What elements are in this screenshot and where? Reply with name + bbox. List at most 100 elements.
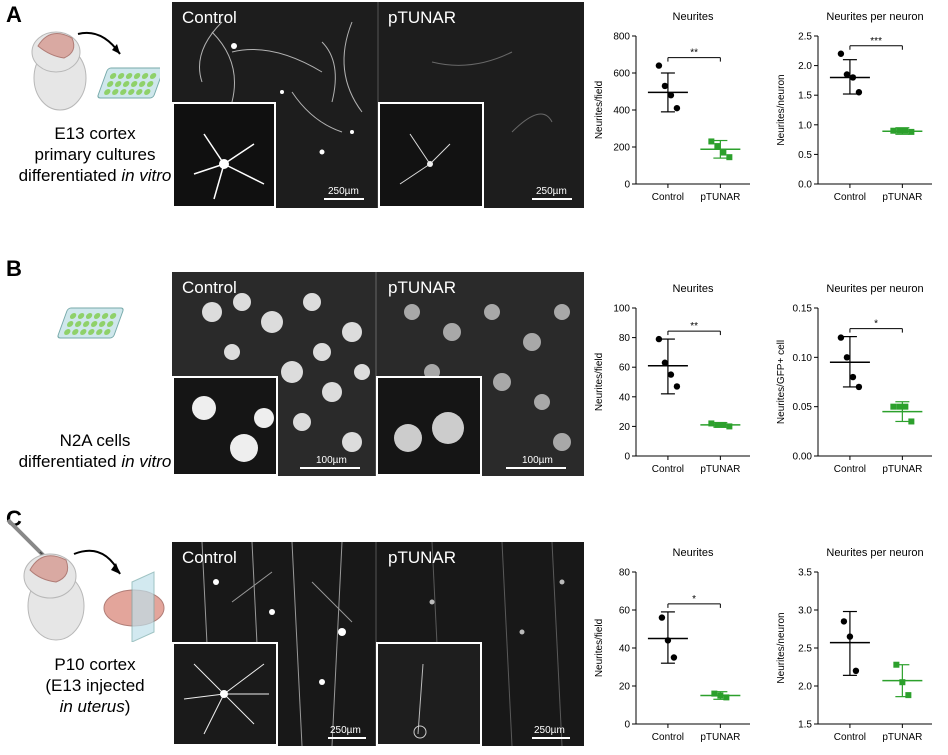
chart-title: Neurites [673, 11, 714, 23]
y-tick-label: 60 [619, 606, 631, 617]
data-point [670, 654, 678, 661]
y-tick-label: 80 [619, 333, 631, 344]
caption-b-line2: differentiated in vitro [0, 451, 190, 472]
y-tick-label: 0.5 [798, 150, 812, 161]
chart-svg: Neurites per neuron Neurites/neuron 1.5 2.0… [776, 547, 932, 743]
caption-b-text: differentiated [18, 452, 117, 471]
chart-title: Neurites per neuron [826, 547, 923, 559]
data-point [655, 335, 663, 343]
micro-c-scalebar-left-label: 250µm [330, 725, 361, 736]
y-tick-label: 40 [619, 392, 631, 403]
data-point [908, 418, 915, 425]
y-tick-label: 3.0 [798, 606, 812, 617]
x-tick-label: pTUNAR [700, 732, 740, 743]
micro-b-scalebar-left [300, 467, 360, 469]
caption-c-line1: P10 cortex [54, 655, 136, 674]
y-axis-label: Neurites/field [594, 353, 605, 411]
x-tick-label: pTUNAR [882, 464, 922, 475]
micro-b-scalebar-right [506, 467, 566, 469]
data-point [902, 403, 909, 410]
panel-letter-a: A [6, 2, 22, 27]
data-point [849, 373, 857, 381]
data-point [837, 50, 845, 57]
chart-a-neurites: Neurites Neurites/field 0 200 400 600 800 Contr… [592, 4, 762, 210]
y-tick-label: 200 [613, 143, 630, 154]
x-tick-label: Control [834, 464, 866, 475]
data-point [843, 71, 851, 78]
x-tick-label: Control [652, 192, 684, 203]
data-point [902, 127, 909, 134]
data-point [661, 82, 669, 90]
data-point [855, 383, 863, 391]
y-tick-label: 60 [619, 363, 631, 374]
y-tick-label: 0.05 [793, 402, 813, 413]
x-tick-label: pTUNAR [882, 192, 922, 203]
micro-b-control-label: Control [182, 278, 237, 297]
chart-b-neurites: Neurites Neurites/field 0 20 40 60 80 100 Contro… [592, 276, 762, 482]
panel-letter-b: B [6, 256, 22, 281]
caption-c-italic: in uterus [59, 697, 125, 716]
y-axis-label: Neurites/neuron [776, 74, 787, 145]
data-point [664, 637, 672, 644]
caption-a: E13 cortex primary cultures differentiat… [0, 123, 190, 186]
caption-b: N2A cells differentiated in vitro [0, 430, 190, 472]
y-tick-label: 1.5 [798, 720, 812, 731]
y-tick-label: 3.5 [798, 568, 812, 579]
y-axis-label: Neurites/GFP+ cell [776, 340, 787, 424]
micro-b-inset-control [172, 376, 278, 476]
micro-c-scalebar-left [328, 737, 366, 739]
data-point [708, 138, 715, 145]
y-tick-label: 0.0 [798, 180, 812, 191]
data-point [673, 383, 681, 390]
chart-svg: Neurites Neurites/field 0 200 400 600 800 Contr… [594, 11, 750, 203]
data-point [890, 127, 897, 134]
y-tick-label: 0.10 [793, 353, 813, 364]
data-point [846, 633, 854, 640]
caption-a-line2: primary cultures [34, 145, 156, 164]
y-tick-label: 600 [613, 69, 630, 80]
micrograph-c: Control pTUNAR 250µm 250µm [172, 542, 584, 746]
data-point [661, 359, 669, 366]
data-point [726, 423, 733, 430]
data-point [849, 74, 857, 81]
caption-c-line2: (E13 injected [45, 676, 145, 695]
caption-a-line3: differentiated in vitro [0, 165, 190, 186]
significance-label: ** [690, 48, 698, 59]
micro-a-scalebar-right [532, 198, 572, 200]
y-tick-label: 400 [613, 106, 630, 117]
micrograph-b: Control pTUNAR 100µm 100µm [172, 272, 584, 476]
caption-a-italic: in vitro [121, 166, 172, 185]
y-tick-label: 40 [619, 644, 631, 655]
caption-a-line1: E13 cortex [54, 124, 136, 143]
micro-a-inset-ptunar [378, 102, 484, 208]
data-point [720, 421, 727, 428]
micro-b-scalebar-right-label: 100µm [522, 455, 553, 466]
chart-title: Neurites per neuron [826, 11, 923, 23]
significance-label: ** [690, 321, 698, 332]
significance-label: * [692, 594, 696, 605]
caption-b-italic: in vitro [121, 452, 172, 471]
data-point [717, 692, 724, 699]
micro-b-inset-ptunar [376, 376, 482, 476]
y-tick-label: 20 [619, 682, 631, 693]
micro-a-inset-control [172, 102, 276, 208]
micro-c-inset-control [172, 642, 278, 746]
x-tick-label: pTUNAR [700, 192, 740, 203]
chart-a-neurites-per-neuron: Neurites per neuron Neurites/neuron 0.0 0.5… [774, 4, 944, 210]
x-tick-label: Control [652, 732, 684, 743]
caption-b-line1: N2A cells [59, 431, 131, 450]
y-tick-label: 1.5 [798, 91, 812, 102]
micro-a-ptunar-label: pTUNAR [388, 8, 457, 27]
caption-c: P10 cortex (E13 injected in uterus) [0, 654, 190, 717]
micro-b-scalebar-left-label: 100µm [316, 455, 347, 466]
y-tick-label: 2.5 [798, 644, 812, 655]
data-point [843, 354, 851, 361]
significance-label: *** [870, 36, 882, 47]
micro-c-scalebar-right-label: 250µm [534, 725, 565, 736]
y-tick-label: 0 [624, 720, 630, 731]
micro-a-scalebar-right-label: 250µm [536, 186, 567, 197]
x-tick-label: Control [834, 732, 866, 743]
data-point [855, 89, 863, 96]
data-point [837, 334, 845, 341]
caption-c-line3: in uterus) [0, 696, 190, 717]
